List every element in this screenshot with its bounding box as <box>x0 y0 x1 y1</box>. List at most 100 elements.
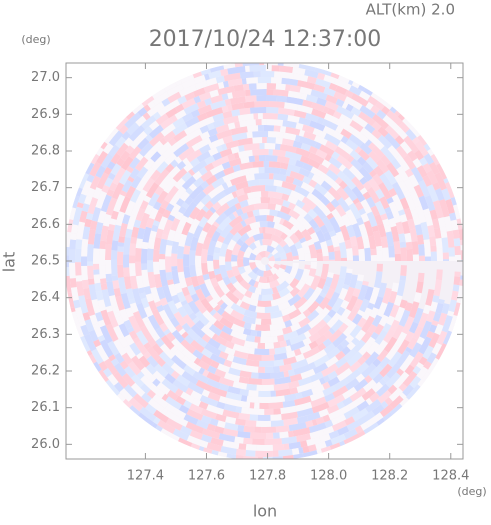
radar-cell <box>99 260 105 266</box>
radar-cell <box>241 407 249 414</box>
radar-cell <box>147 260 154 272</box>
radar-cell <box>76 275 83 281</box>
y-tick-label: 26.3 <box>31 327 60 342</box>
radar-cell <box>346 248 353 261</box>
radar-cell <box>265 143 276 149</box>
radar-cell <box>266 155 278 162</box>
radar-cell <box>460 275 464 280</box>
radar-cell <box>245 420 256 427</box>
radar-cell <box>453 284 460 291</box>
radar-cell <box>257 445 273 451</box>
radar-cell <box>248 378 262 385</box>
radar-cell <box>258 391 271 397</box>
radar-cell <box>258 113 263 119</box>
radar-cell <box>293 260 299 261</box>
radar-cell <box>93 248 99 264</box>
radar-cell <box>352 245 359 255</box>
radar-cell <box>129 255 135 263</box>
radar-cell <box>246 77 258 84</box>
radar-cell <box>243 101 254 108</box>
radar-cell <box>317 253 323 261</box>
radar-cell <box>346 268 352 273</box>
radar-cell <box>250 432 266 439</box>
radar-cell <box>69 263 76 279</box>
radar-cell <box>183 245 190 254</box>
radar-cell <box>436 269 443 280</box>
radar-cell <box>88 278 95 284</box>
radar-cell <box>412 241 419 255</box>
radar-cell <box>247 132 253 139</box>
radar-cell <box>100 278 107 284</box>
radar-cell <box>388 245 395 258</box>
radar-cell <box>278 114 289 121</box>
radar-cell <box>272 396 285 403</box>
radar-cell <box>250 402 255 408</box>
radar-cell <box>329 260 335 261</box>
radar-cell <box>142 242 149 249</box>
radar-cell <box>265 343 274 349</box>
radar-cell <box>382 247 389 261</box>
radar-cell <box>455 255 461 261</box>
radar-cell <box>277 95 287 102</box>
radar-cell <box>280 126 286 133</box>
x-tick-label: 128.4 <box>432 469 469 484</box>
radar-cell <box>238 443 246 450</box>
radar-cell <box>165 256 172 272</box>
radar-cell <box>219 256 225 265</box>
radar-cell <box>389 257 395 261</box>
radar-cell <box>118 236 125 243</box>
radar-cell <box>234 436 244 443</box>
radar-cell <box>454 238 461 246</box>
y-unit: (deg) <box>21 33 50 46</box>
radar-cell <box>273 408 281 415</box>
radar-cell <box>430 246 436 252</box>
radar-cell <box>111 259 118 276</box>
radar-cell <box>254 336 260 343</box>
radar-cell <box>278 61 284 65</box>
radar-cell <box>454 276 461 285</box>
radar-cell <box>245 95 257 102</box>
radar-cell <box>225 262 232 272</box>
radar-cell <box>275 143 281 150</box>
radar-cell <box>460 240 464 246</box>
radar-cell <box>246 444 257 451</box>
radar-cell <box>70 233 77 240</box>
radar-cell <box>135 262 142 276</box>
radar-cell <box>262 379 275 385</box>
radar-cell <box>117 265 124 278</box>
radar-cell <box>276 83 286 90</box>
radar-cell <box>262 137 267 143</box>
radar-cell <box>93 264 99 270</box>
radar-cell <box>259 361 274 367</box>
radar-cell <box>267 137 276 143</box>
radar-cell <box>323 256 329 261</box>
radar-cell <box>207 261 214 272</box>
radar-cell <box>279 431 288 438</box>
radar-cell <box>254 403 260 409</box>
y-tick-label: 26.6 <box>31 217 60 232</box>
radar-cell <box>256 95 266 101</box>
y-tick-label: 26.4 <box>31 290 60 305</box>
radar-cell <box>231 254 238 261</box>
x-tick-label: 127.8 <box>249 469 286 484</box>
radar-cell <box>207 255 213 261</box>
radar-cell <box>99 266 106 279</box>
radar-cell <box>262 294 274 301</box>
radar-cell <box>254 101 269 107</box>
radar-cell <box>258 125 264 131</box>
radar-cell <box>93 269 99 274</box>
radar-cell <box>153 250 160 262</box>
radar-cell <box>245 450 255 457</box>
radar-cell <box>252 161 264 168</box>
radar-cell <box>129 243 136 255</box>
radar-cell <box>406 242 413 250</box>
x-unit: (deg) <box>457 485 486 498</box>
radar-cell <box>449 257 455 261</box>
radar-cell <box>248 348 254 355</box>
radar-cell <box>254 155 259 161</box>
radar-cell <box>285 84 291 91</box>
radar-cell <box>255 215 267 222</box>
radar-cell <box>247 125 258 132</box>
radar-cell <box>271 77 282 84</box>
x-tick-label: 127.6 <box>188 469 225 484</box>
